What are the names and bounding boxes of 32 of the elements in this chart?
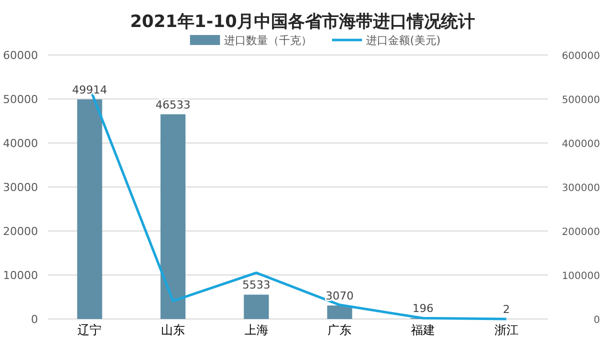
data-label: 46533 xyxy=(156,98,190,112)
y-tick-label: 60000 xyxy=(3,49,38,62)
y2-tick-label: 600000 xyxy=(562,51,600,62)
bar xyxy=(244,294,269,319)
data-label: 196 xyxy=(412,302,434,316)
bar xyxy=(160,114,186,319)
legend-label: 进口数量（千克） xyxy=(224,34,312,47)
x-tick-label: 上海 xyxy=(244,323,268,337)
y2-tick-label: 200000 xyxy=(562,227,600,238)
y-tick-label: 30000 xyxy=(3,181,38,194)
y-tick-label: 20000 xyxy=(3,225,38,238)
y2-tick-label: 300000 xyxy=(562,183,600,194)
x-tick-label: 福建 xyxy=(411,323,435,337)
chart-title: 2021年1-10月中国各省市海带进口情况统计 xyxy=(130,12,475,32)
y2-tick-label: 100000 xyxy=(562,271,600,282)
bar xyxy=(327,305,352,319)
data-label: 3070 xyxy=(326,289,354,302)
legend-label: 进口金额(美元) xyxy=(366,34,441,47)
y-tick-label: 50000 xyxy=(3,93,38,106)
x-tick-label: 山东 xyxy=(161,323,185,337)
y2-tick-label: 400000 xyxy=(562,139,600,150)
y-tick-label: 10000 xyxy=(3,269,38,282)
y-tick-label: 40000 xyxy=(3,137,38,150)
y2-tick-label: 0 xyxy=(594,315,600,326)
x-tick-label: 浙江 xyxy=(494,323,518,337)
y2-tick-label: 500000 xyxy=(562,95,600,106)
x-tick-label: 辽宁 xyxy=(78,323,102,337)
bar xyxy=(77,99,102,319)
x-tick-label: 广东 xyxy=(328,323,352,337)
y-tick-label: 0 xyxy=(31,313,38,326)
data-label: 2 xyxy=(502,302,510,316)
data-label: 5533 xyxy=(242,278,270,292)
